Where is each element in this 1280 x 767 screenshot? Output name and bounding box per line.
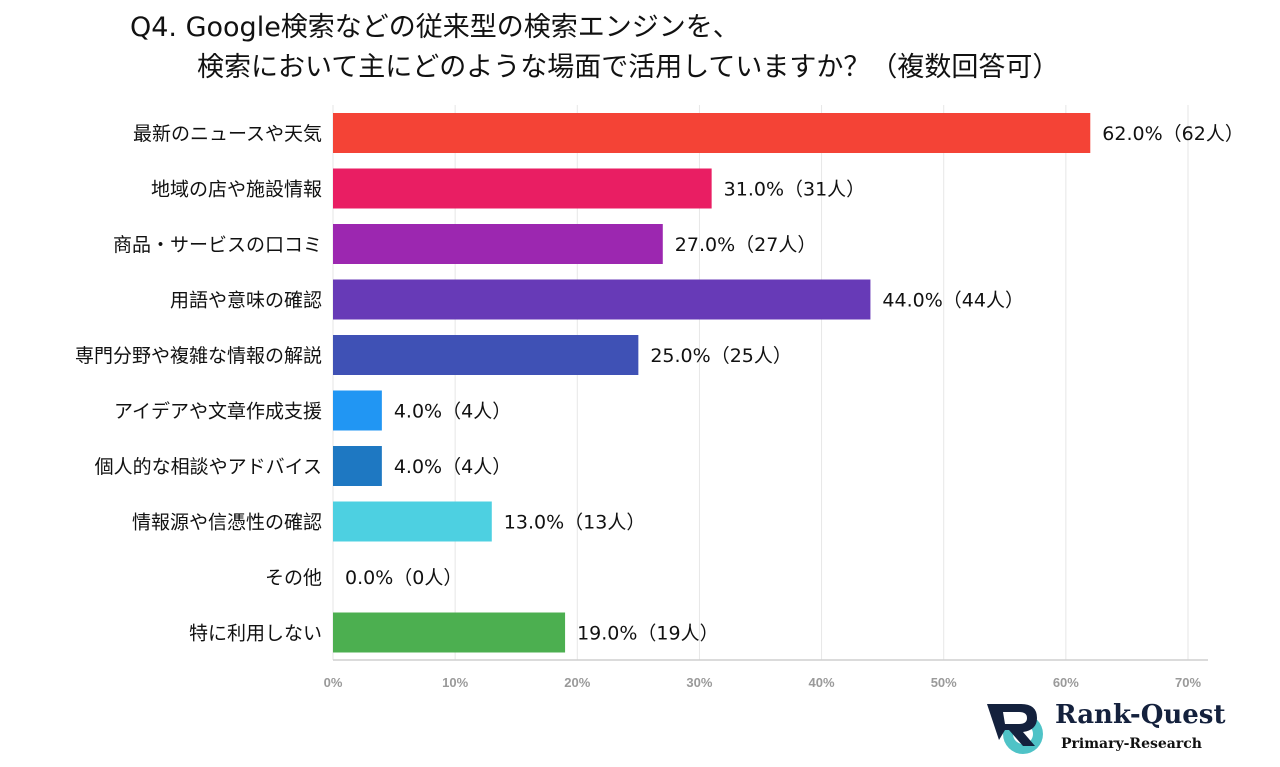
bar	[333, 612, 566, 653]
data-label: 62.0%（62人）	[1102, 123, 1244, 145]
x-tick-label: 30%	[686, 675, 712, 690]
bar	[333, 446, 382, 486]
bar	[333, 279, 871, 320]
x-tick-label: 20%	[564, 675, 590, 690]
category-label: アイデアや文章作成支援	[114, 401, 322, 423]
data-label: 4.0%（4人）	[394, 401, 511, 423]
x-tick-label: 10%	[442, 675, 468, 690]
bar	[333, 224, 663, 264]
x-tick-label: 40%	[809, 675, 835, 690]
logo-mark-icon	[987, 704, 1043, 754]
category-label: 専門分野や複雑な情報の解説	[75, 345, 322, 367]
logo-brand-text: Rank-Quest	[1055, 700, 1226, 730]
category-label: その他	[265, 567, 322, 589]
data-label: 4.0%（4人）	[394, 456, 511, 478]
bar	[333, 501, 492, 542]
category-label: 情報源や信憑性の確認	[132, 512, 322, 534]
x-tick-label: 60%	[1053, 675, 1079, 690]
bar	[333, 390, 382, 431]
data-label: 44.0%（44人）	[882, 290, 1024, 312]
rank-quest-logo: Rank-Quest Primary-Research	[985, 700, 1245, 760]
data-label: 13.0%（13人）	[504, 512, 646, 534]
title-line-2: 検索において主にどのような場面で活用していますか？（複数回答可）	[197, 52, 1060, 83]
bar	[333, 335, 639, 375]
category-label: 商品・サービスの口コミ	[113, 234, 322, 256]
category-label: 最新のニュースや天気	[133, 123, 322, 145]
data-label: 27.0%（27人）	[675, 234, 817, 256]
category-label: 特に利用しない	[189, 623, 322, 645]
category-label: 個人的な相談やアドバイス	[95, 456, 322, 478]
data-label: 0.0%（0人）	[345, 567, 462, 589]
category-label: 地域の店や施設情報	[151, 179, 322, 201]
data-label: 31.0%（31人）	[724, 179, 866, 201]
x-tick-label: 0%	[324, 675, 343, 690]
title-line-1: Q4. Google検索などの従来型の検索エンジンを、	[130, 12, 740, 43]
bar	[333, 113, 1091, 153]
logo-sub-text: Primary-Research	[1061, 736, 1202, 752]
category-label: 用語や意味の確認	[170, 290, 322, 312]
data-label: 19.0%（19人）	[577, 623, 719, 645]
x-tick-label: 50%	[931, 675, 957, 690]
bar	[333, 168, 712, 209]
x-tick-label: 70%	[1175, 675, 1201, 690]
data-label: 25.0%（25人）	[650, 345, 792, 367]
